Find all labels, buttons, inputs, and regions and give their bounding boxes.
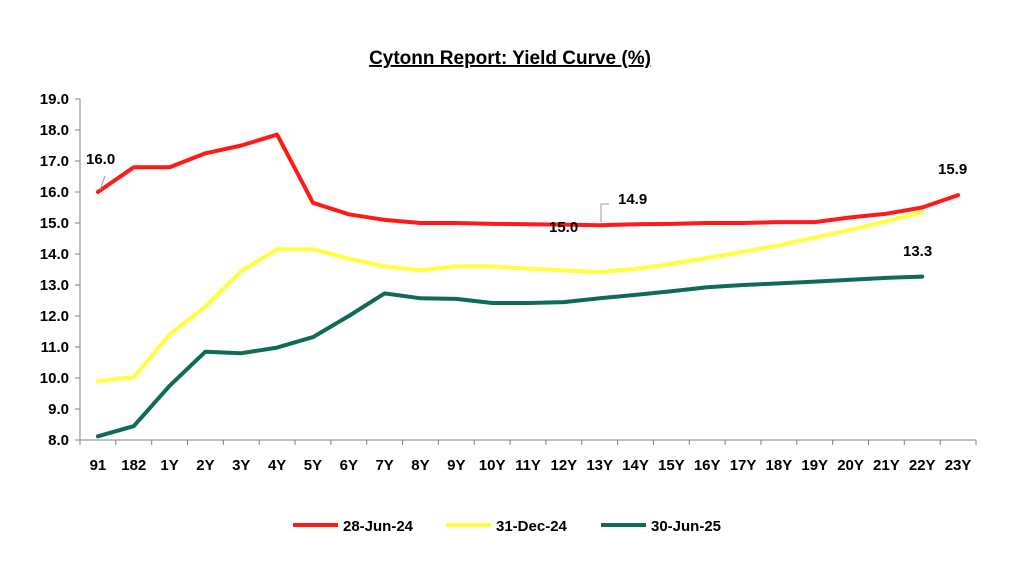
data-label-15-9: 15.9	[938, 161, 967, 178]
x-tick-label: 2Y	[196, 457, 214, 474]
x-tick-label: 182	[121, 457, 146, 474]
x-tick-label: 16Y	[694, 457, 721, 474]
y-tick-label: 18.0	[40, 122, 69, 139]
data-label-14-9: 14.9	[618, 191, 647, 208]
data-label-13-3: 13.3	[903, 243, 932, 260]
x-tick-label: 23Y	[945, 457, 972, 474]
x-tick-label: 3Y	[232, 457, 250, 474]
y-tick-label: 19.0	[40, 91, 69, 108]
x-tick-label: 11Y	[515, 457, 541, 474]
x-tick-label: 20Y	[837, 457, 864, 474]
x-tick-label: 5Y	[304, 457, 322, 474]
y-tick-label: 10.0	[40, 370, 69, 387]
legend-label-28-jun-24: 28-Jun-24	[343, 518, 414, 535]
legend-label-30-jun-25: 30-Jun-25	[651, 518, 721, 535]
x-tick-label: 21Y	[873, 457, 900, 474]
x-tick-label: 6Y	[340, 457, 358, 474]
series-line-30-jun-25	[95, 274, 925, 439]
chart-title: Cytonn Report: Yield Curve (%)	[369, 48, 651, 69]
x-tick-label: 18Y	[766, 457, 793, 474]
x-tick-label: 12Y	[550, 457, 577, 474]
x-tick-label: 14Y	[622, 457, 649, 474]
x-tick-label: 22Y	[909, 457, 936, 474]
y-tick-label: 12.0	[40, 308, 69, 325]
legend-label-31-dec-24: 31-Dec-24	[496, 518, 568, 535]
y-tick-label: 13.0	[40, 277, 69, 294]
legend: 28-Jun-24 31-Dec-24 30-Jun-25	[293, 518, 721, 535]
y-tick-label: 16.0	[40, 184, 69, 201]
x-tick-label: 91	[90, 457, 107, 474]
y-tick-label: 15.0	[40, 215, 69, 232]
x-tick-label: 4Y	[268, 457, 286, 474]
x-tick-label: 8Y	[411, 457, 429, 474]
x-tick-label: 19Y	[801, 457, 828, 474]
y-tick-label: 9.0	[48, 401, 69, 418]
x-tick-label: 9Y	[447, 457, 465, 474]
data-label-16-0: 16.0	[86, 151, 115, 168]
series-layer	[95, 132, 961, 439]
axes: 8.0 9.0 10.0 11.0 12.0 13.0 14.0 15.0 16.0 17.0 18…	[40, 91, 977, 474]
x-tick-label: 17Y	[730, 457, 757, 474]
x-tick-label: 10Y	[479, 457, 506, 474]
x-tick-label: 15Y	[658, 457, 685, 474]
annotation-leader-16-0	[99, 175, 106, 191]
y-tick-label: 14.0	[40, 246, 69, 263]
x-tick-label: 13Y	[586, 457, 613, 474]
y-tick-label: 11.0	[41, 339, 69, 356]
data-labels: 16.0 15.0 14.9 15.9 13.3	[86, 151, 967, 260]
series-line-28-jun-24	[95, 132, 961, 228]
x-tick-label: 7Y	[375, 457, 393, 474]
x-tick-label: 1Y	[160, 457, 178, 474]
series-line-31-dec-24	[95, 210, 925, 384]
y-tick-label: 8.0	[48, 432, 69, 449]
annotation-leader-14-9	[600, 203, 609, 222]
y-tick-label: 17.0	[40, 153, 69, 170]
data-label-15-0: 15.0	[549, 219, 578, 236]
